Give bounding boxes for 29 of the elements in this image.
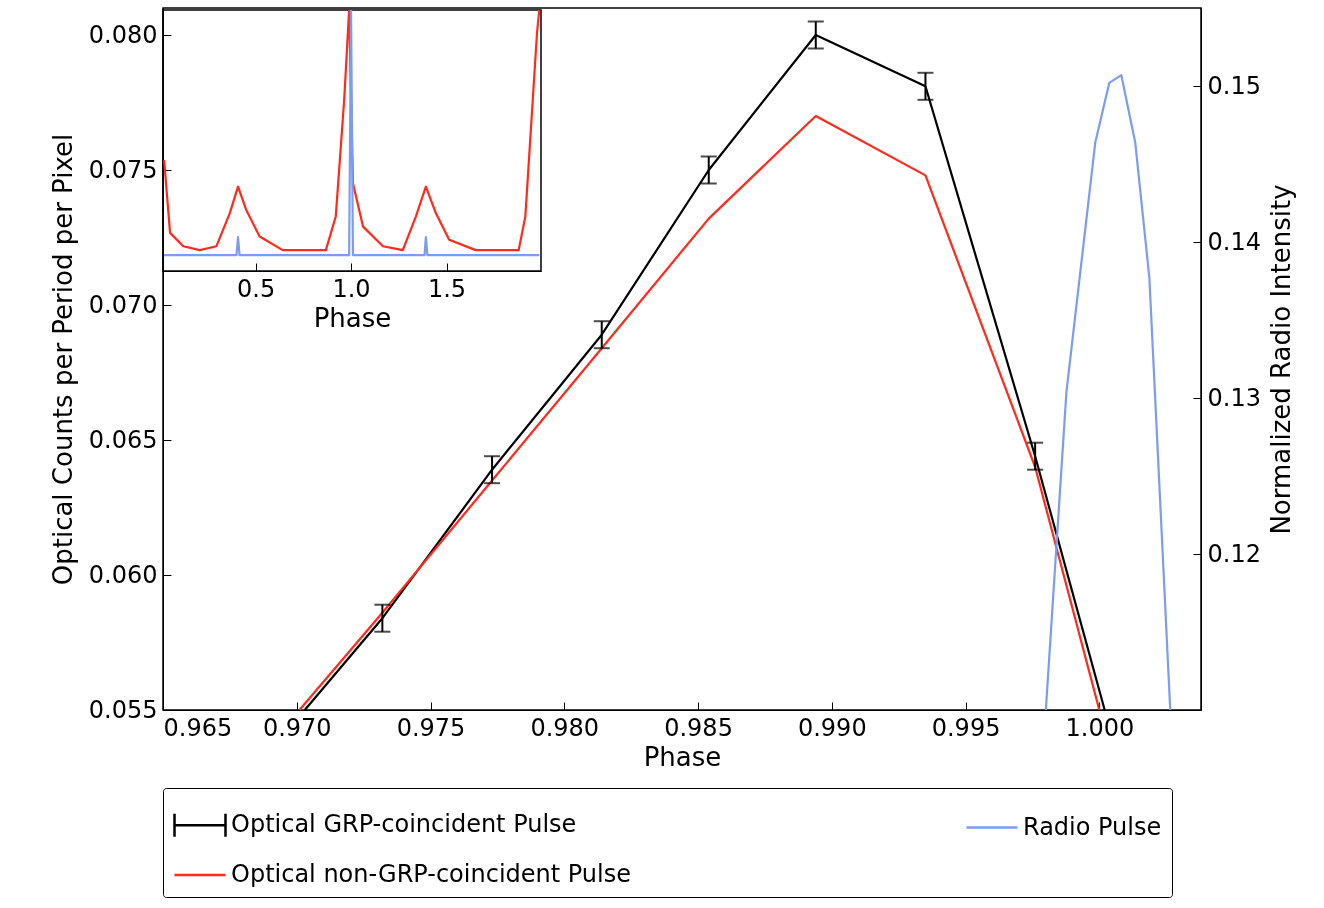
x-tick-label: 0.980 xyxy=(530,713,600,742)
line-series xyxy=(1044,73,1172,710)
y-tick-label: 0.070 xyxy=(88,290,158,319)
y-tick-label: 0.075 xyxy=(88,155,158,184)
x-tick-label: 0.970 xyxy=(262,713,332,742)
x-tick-label: 0.975 xyxy=(396,713,466,742)
y-tick-label: 0.055 xyxy=(88,695,158,724)
legend-label: Optical non-GRP-coincident Pulse xyxy=(231,860,631,888)
x-tick-label: 0.965 xyxy=(163,713,233,742)
y2-axis-title: Normalized Radio Intensity xyxy=(1265,184,1296,535)
y2-tick-label: 0.13 xyxy=(1207,383,1261,412)
x-tick-label: 0.990 xyxy=(797,713,867,742)
x-tick-label: 0.985 xyxy=(664,713,733,742)
legend-label: Optical GRP-coincident Pulse xyxy=(231,810,577,839)
y-tick-label: 0.080 xyxy=(88,20,158,49)
y2-tick-label: 0.15 xyxy=(1207,71,1261,100)
x-axis-title: Phase xyxy=(643,741,722,772)
x-tick-label: 1.5 xyxy=(427,274,467,303)
y-tick-label: 0.060 xyxy=(88,560,158,589)
y-axis-title: Optical Counts per Period per Pixel xyxy=(47,133,78,586)
y2-tick-label: 0.14 xyxy=(1207,227,1261,256)
x-axis-title: Phase xyxy=(313,302,392,333)
x-tick-label: 0.995 xyxy=(931,713,1001,742)
x-tick-label: 1.0 xyxy=(332,274,371,303)
legend-label: Radio Pulse xyxy=(1023,812,1162,841)
x-tick-label: 0.5 xyxy=(237,274,276,303)
y2-tick-label: 0.12 xyxy=(1207,539,1261,568)
y-tick-label: 0.065 xyxy=(88,425,158,454)
x-tick-label: 1.000 xyxy=(1065,713,1135,742)
